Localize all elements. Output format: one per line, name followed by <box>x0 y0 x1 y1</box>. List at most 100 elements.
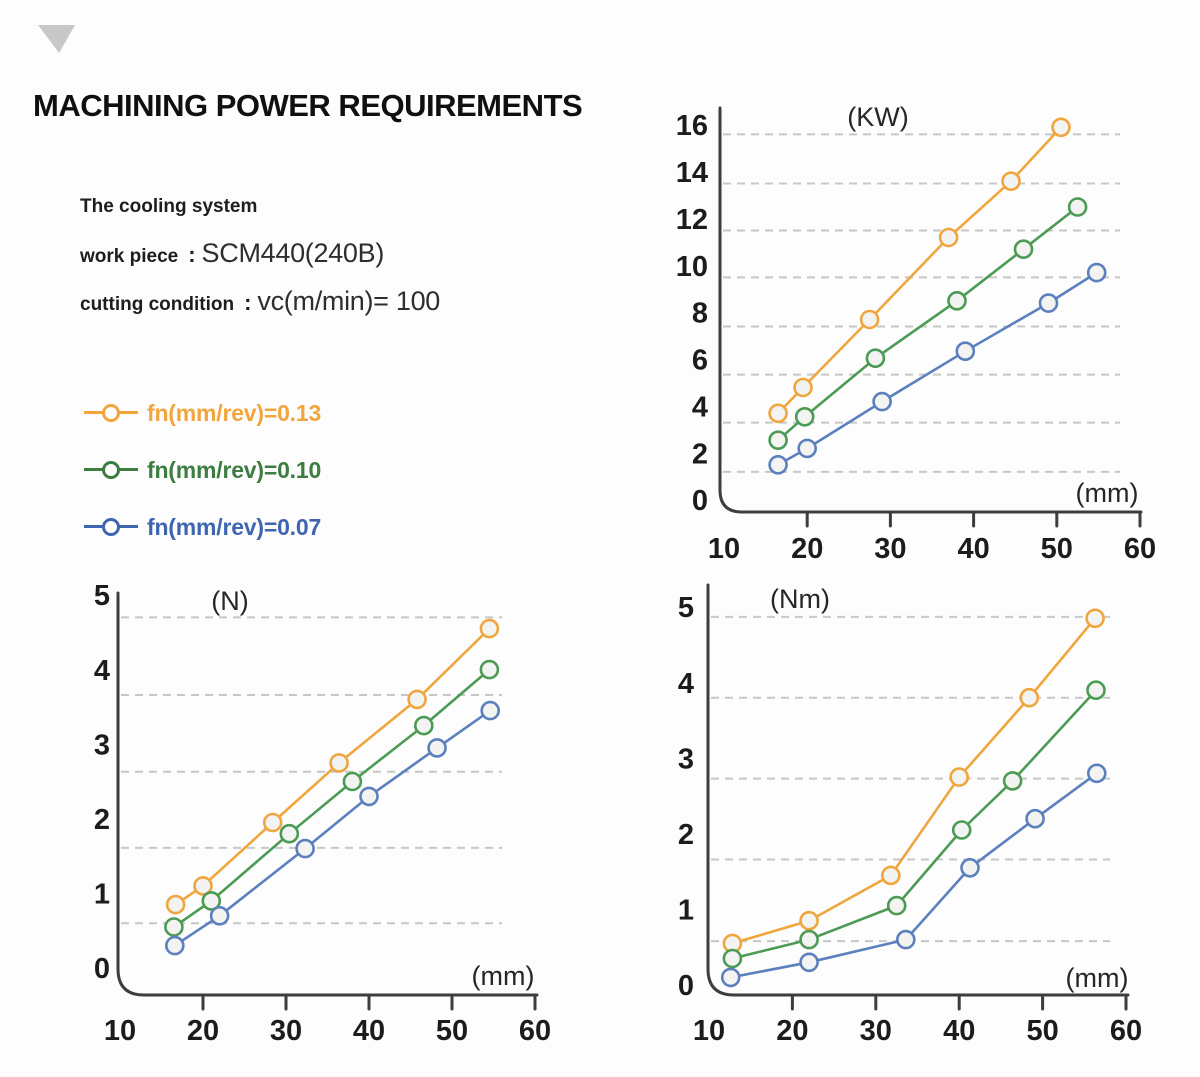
x-tick-label: 50 <box>1041 533 1073 565</box>
chart-unit-title: (KW) <box>847 102 908 132</box>
legend-label: fn(mm/rev)=0.10 <box>147 456 322 483</box>
data-point-marker <box>960 857 980 878</box>
data-point-marker <box>342 771 363 792</box>
data-point-marker <box>427 738 447 758</box>
x-axis-unit-label: (mm) <box>1076 478 1139 508</box>
data-point-marker <box>329 753 349 773</box>
data-point-marker <box>799 910 819 931</box>
y-tick-label: 5 <box>678 592 694 624</box>
legend-item-fn010: fn(mm/rev)=0.10 <box>84 456 321 484</box>
triangle-logo-icon <box>38 25 75 53</box>
data-point-marker <box>1001 171 1021 191</box>
data-point-marker <box>947 291 967 311</box>
y-tick-label: 2 <box>94 804 110 836</box>
work-piece-value: SCM440(240B) <box>201 238 385 268</box>
work-piece-line: work piece : SCM440(240B) <box>80 238 560 269</box>
y-tick-label: 6 <box>692 345 708 377</box>
y-tick-label: 14 <box>676 157 708 189</box>
series-line <box>732 617 1097 945</box>
legend-item-fn013: fn(mm/rev)=0.13 <box>84 399 321 427</box>
page-title: MACHINING POWER REQUIREMENTS <box>33 88 583 123</box>
data-point-marker <box>768 454 788 475</box>
data-point-marker <box>768 403 788 424</box>
x-tick-label: 60 <box>1124 533 1156 565</box>
y-tick-label: 2 <box>692 438 708 470</box>
x-tick-label: 20 <box>187 1015 219 1047</box>
x-tick-label: 10 <box>693 1015 725 1047</box>
data-point-marker <box>1086 262 1107 283</box>
cooling-system-label: The cooling system <box>80 196 258 217</box>
data-point-marker <box>164 917 184 937</box>
cutting-condition-label: cutting condition <box>80 294 235 315</box>
data-point-marker <box>794 406 815 427</box>
data-point-marker <box>201 891 222 911</box>
data-point-marker <box>480 700 501 721</box>
x-tick-label: 30 <box>270 1015 302 1047</box>
data-point-marker <box>295 838 315 859</box>
x-tick-label: 40 <box>353 1015 385 1047</box>
x-tick-label: 30 <box>860 1015 892 1047</box>
y-tick-label: 10 <box>676 251 708 283</box>
data-point-marker <box>1085 608 1105 629</box>
data-point-marker <box>1019 687 1040 708</box>
y-tick-label: 3 <box>678 743 694 775</box>
y-tick-label: 1 <box>94 879 110 911</box>
y-tick-label: 2 <box>678 819 694 851</box>
cutting-condition-line: cutting condition : vc(m/min)= 100 <box>80 286 560 317</box>
data-point-marker <box>1086 763 1107 784</box>
y-tick-label: 12 <box>676 204 708 236</box>
data-point-marker <box>279 823 300 844</box>
chart-unit-title: (N) <box>211 586 248 616</box>
y-tick-label: 0 <box>678 970 694 1002</box>
legend-line-marker-icon <box>84 514 138 540</box>
data-point-marker <box>413 715 434 736</box>
data-point-marker <box>209 905 230 926</box>
x-tick-label: 60 <box>1110 1015 1142 1047</box>
data-point-marker <box>793 377 813 398</box>
force-n-chart: 0 1 2 3 4 5 10 20 30 40 50 60 (N) (mm) <box>94 580 551 1047</box>
x-tick-label: 20 <box>791 533 823 565</box>
data-point-marker <box>865 348 886 369</box>
data-point-marker <box>949 767 970 787</box>
power-kw-chart: 0 2 4 6 8 10 12 14 16 10 20 30 40 50 60 (KW) (mm) <box>676 102 1156 565</box>
x-tick-label: 10 <box>104 1015 136 1047</box>
data-point-marker <box>859 309 880 330</box>
data-point-marker <box>407 689 427 710</box>
data-point-marker <box>768 430 788 451</box>
data-point-marker <box>165 935 185 956</box>
x-tick-label: 40 <box>957 533 989 565</box>
data-point-marker <box>797 438 817 459</box>
y-tick-label: 5 <box>94 580 110 612</box>
data-point-marker <box>1051 117 1071 138</box>
data-point-marker <box>722 948 743 969</box>
y-tick-label: 16 <box>676 110 708 142</box>
x-tick-label: 50 <box>1026 1015 1058 1047</box>
axis-line <box>718 106 1143 514</box>
cutting-condition-value: vc(m/min)= 100 <box>257 286 441 316</box>
legend-line-marker-icon <box>84 400 138 426</box>
legend: fn(mm/rev)=0.13 fn(mm/rev)=0.10 fn(mm/re… <box>84 399 321 570</box>
data-point-marker <box>896 929 916 950</box>
series-line <box>777 126 1062 415</box>
x-tick-label: 60 <box>519 1015 551 1047</box>
cooling-system-line: The cooling system <box>80 196 560 218</box>
torque-nm-chart: 0 1 2 3 4 5 10 20 30 40 50 60 (Nm) (mm) <box>678 583 1142 1047</box>
y-tick-label: 0 <box>94 953 110 985</box>
y-tick-label: 4 <box>94 655 110 687</box>
data-point-marker <box>262 812 283 833</box>
x-tick-label: 20 <box>776 1015 808 1047</box>
work-piece-colon: : <box>188 242 196 267</box>
data-point-marker <box>799 929 819 950</box>
data-point-marker <box>951 820 972 840</box>
x-axis-unit-label: (mm) <box>472 961 535 991</box>
legend-item-fn007: fn(mm/rev)=0.07 <box>84 513 321 541</box>
legend-line-marker-icon <box>84 457 138 483</box>
y-tick-label: 0 <box>692 485 708 517</box>
y-tick-label: 3 <box>94 729 110 761</box>
data-point-marker <box>193 876 213 896</box>
series-line <box>777 205 1079 442</box>
info-block: The cooling system work piece : SCM440(2… <box>80 196 560 317</box>
data-point-marker <box>479 618 500 639</box>
data-point-marker <box>1038 293 1059 313</box>
